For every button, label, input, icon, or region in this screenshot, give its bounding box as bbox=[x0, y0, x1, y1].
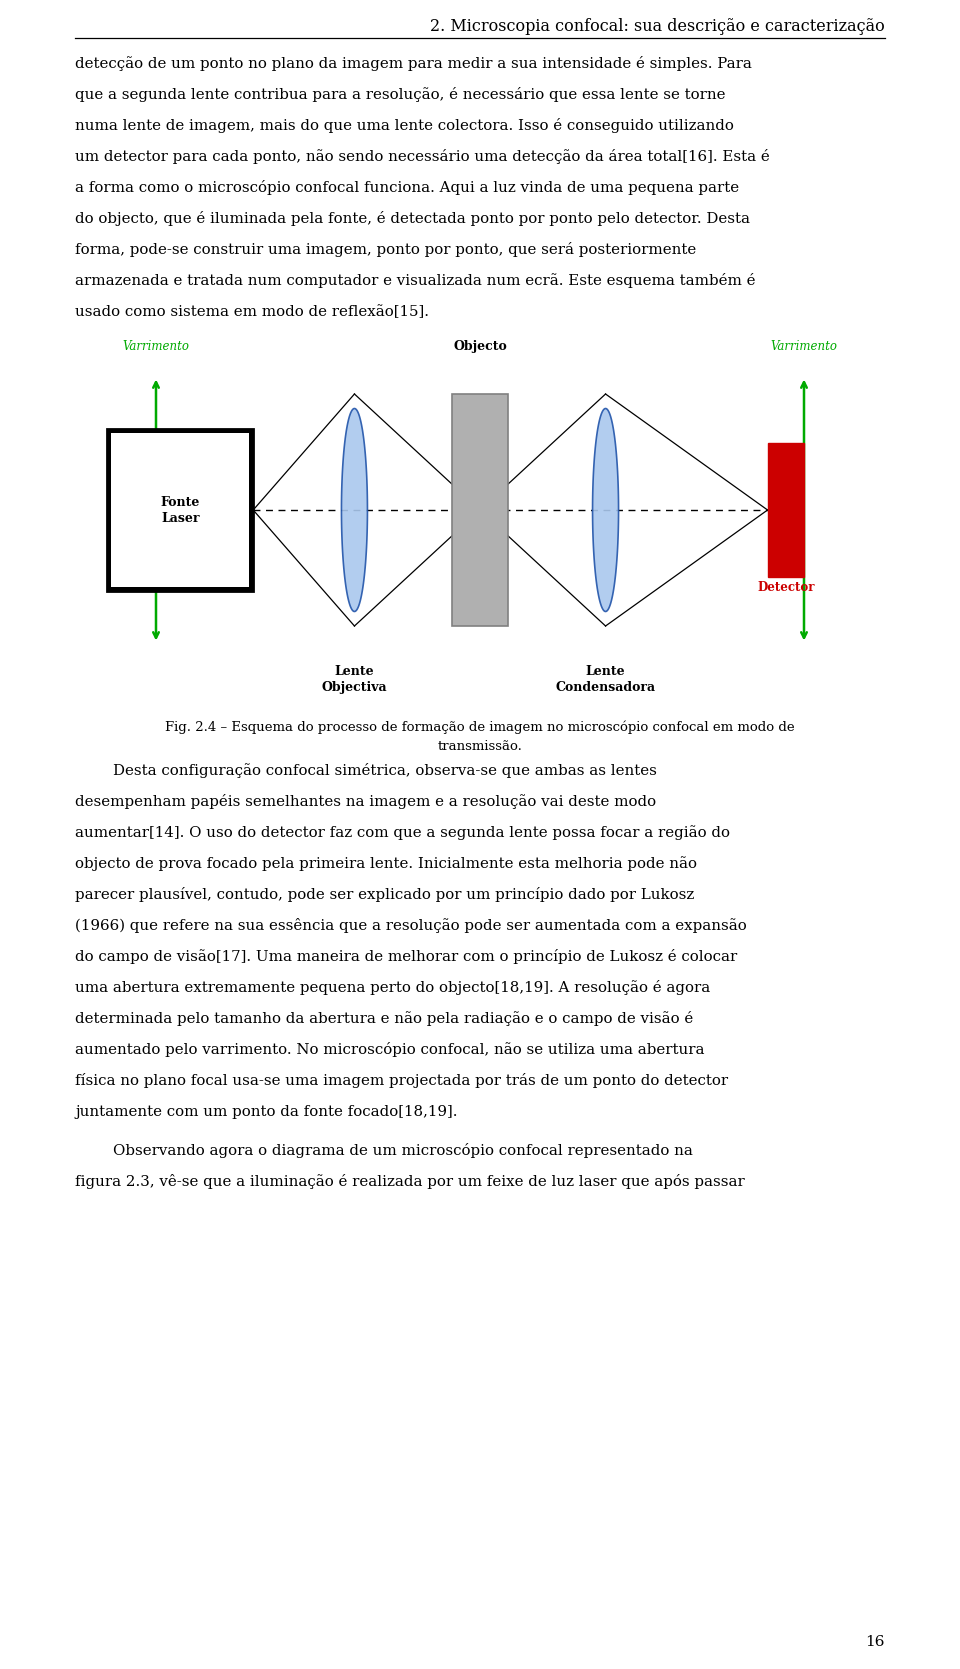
Text: Varrimento: Varrimento bbox=[771, 340, 837, 354]
Text: aumentar[14]. O uso do detector faz com que a segunda lente possa focar a região: aumentar[14]. O uso do detector faz com … bbox=[75, 824, 730, 840]
Text: do campo de visão[17]. Uma maneira de melhorar com o princípio de Lukosz é coloc: do campo de visão[17]. Uma maneira de me… bbox=[75, 950, 737, 965]
Text: objecto de prova focado pela primeira lente. Inicialmente esta melhoria pode não: objecto de prova focado pela primeira le… bbox=[75, 856, 697, 871]
Text: Laser: Laser bbox=[161, 511, 200, 524]
Text: parecer plausível, contudo, pode ser explicado por um princípio dado por Lukosz: parecer plausível, contudo, pode ser exp… bbox=[75, 886, 694, 901]
Text: figura 2.3, vê-se que a iluminação é realizada por um feixe de luz laser que apó: figura 2.3, vê-se que a iluminação é rea… bbox=[75, 1173, 745, 1188]
Text: Condensadora: Condensadora bbox=[556, 681, 656, 694]
Text: detecção de um ponto no plano da imagem para medir a sua intensidade é simples. : detecção de um ponto no plano da imagem … bbox=[75, 57, 752, 72]
Text: física no plano focal usa-se uma imagem projectada por trás de um ponto do detec: física no plano focal usa-se uma imagem … bbox=[75, 1073, 728, 1088]
Text: armazenada e tratada num computador e visualizada num ecrã. Este esquema também : armazenada e tratada num computador e vi… bbox=[75, 274, 756, 289]
Polygon shape bbox=[342, 409, 368, 611]
Text: numa lente de imagem, mais do que uma lente colectora. Isso é conseguido utiliza: numa lente de imagem, mais do que uma le… bbox=[75, 118, 733, 134]
Bar bbox=[108, 429, 253, 591]
Text: desempenham papéis semelhantes na imagem e a resolução vai deste modo: desempenham papéis semelhantes na imagem… bbox=[75, 794, 656, 809]
Bar bbox=[451, 394, 509, 626]
Text: usado como sistema em modo de reflexão[15].: usado como sistema em modo de reflexão[1… bbox=[75, 305, 429, 319]
Text: determinada pelo tamanho da abertura e não pela radiação e o campo de visão é: determinada pelo tamanho da abertura e n… bbox=[75, 1011, 693, 1026]
Text: Observando agora o diagrama de um microscópio confocal representado na: Observando agora o diagrama de um micros… bbox=[113, 1143, 693, 1158]
Text: juntamente com um ponto da fonte focado[18,19].: juntamente com um ponto da fonte focado[… bbox=[75, 1105, 458, 1118]
Polygon shape bbox=[592, 409, 618, 611]
Text: Objecto: Objecto bbox=[453, 340, 507, 354]
Bar bbox=[768, 444, 804, 577]
Text: uma abertura extremamente pequena perto do objecto[18,19]. A resolução é agora: uma abertura extremamente pequena perto … bbox=[75, 980, 710, 995]
Text: que a segunda lente contribua para a resolução, é necessário que essa lente se t: que a segunda lente contribua para a res… bbox=[75, 87, 726, 102]
Text: Lente: Lente bbox=[335, 664, 374, 678]
Text: um detector para cada ponto, não sendo necessário uma detecção da área total[16]: um detector para cada ponto, não sendo n… bbox=[75, 149, 770, 164]
Text: Lente: Lente bbox=[586, 664, 625, 678]
Text: forma, pode-se construir uma imagem, ponto por ponto, que será posteriormente: forma, pode-se construir uma imagem, pon… bbox=[75, 242, 696, 257]
Text: transmissão.: transmissão. bbox=[438, 739, 522, 753]
Text: Varrimento: Varrimento bbox=[123, 340, 189, 354]
Text: 2. Microscopia confocal: sua descrição e caracterização: 2. Microscopia confocal: sua descrição e… bbox=[430, 18, 885, 35]
Text: a forma como o microscópio confocal funciona. Aqui a luz vinda de uma pequena pa: a forma como o microscópio confocal func… bbox=[75, 180, 739, 195]
Text: do objecto, que é iluminada pela fonte, é detectada ponto por ponto pelo detecto: do objecto, que é iluminada pela fonte, … bbox=[75, 210, 750, 225]
Text: (1966) que refere na sua essência que a resolução pode ser aumentada com a expan: (1966) que refere na sua essência que a … bbox=[75, 918, 747, 933]
Bar bbox=[111, 432, 250, 587]
Text: Detector: Detector bbox=[757, 581, 814, 594]
Text: Desta configuração confocal simétrica, observa-se que ambas as lentes: Desta configuração confocal simétrica, o… bbox=[113, 763, 657, 778]
Text: aumentado pelo varrimento. No microscópio confocal, não se utiliza uma abertura: aumentado pelo varrimento. No microscópi… bbox=[75, 1041, 705, 1056]
Text: Fonte: Fonte bbox=[160, 496, 200, 509]
Text: Objectiva: Objectiva bbox=[322, 681, 387, 694]
Text: Fig. 2.4 – Esquema do processo de formação de imagem no microscópio confocal em : Fig. 2.4 – Esquema do processo de formaç… bbox=[165, 719, 795, 733]
Text: 16: 16 bbox=[866, 1636, 885, 1649]
